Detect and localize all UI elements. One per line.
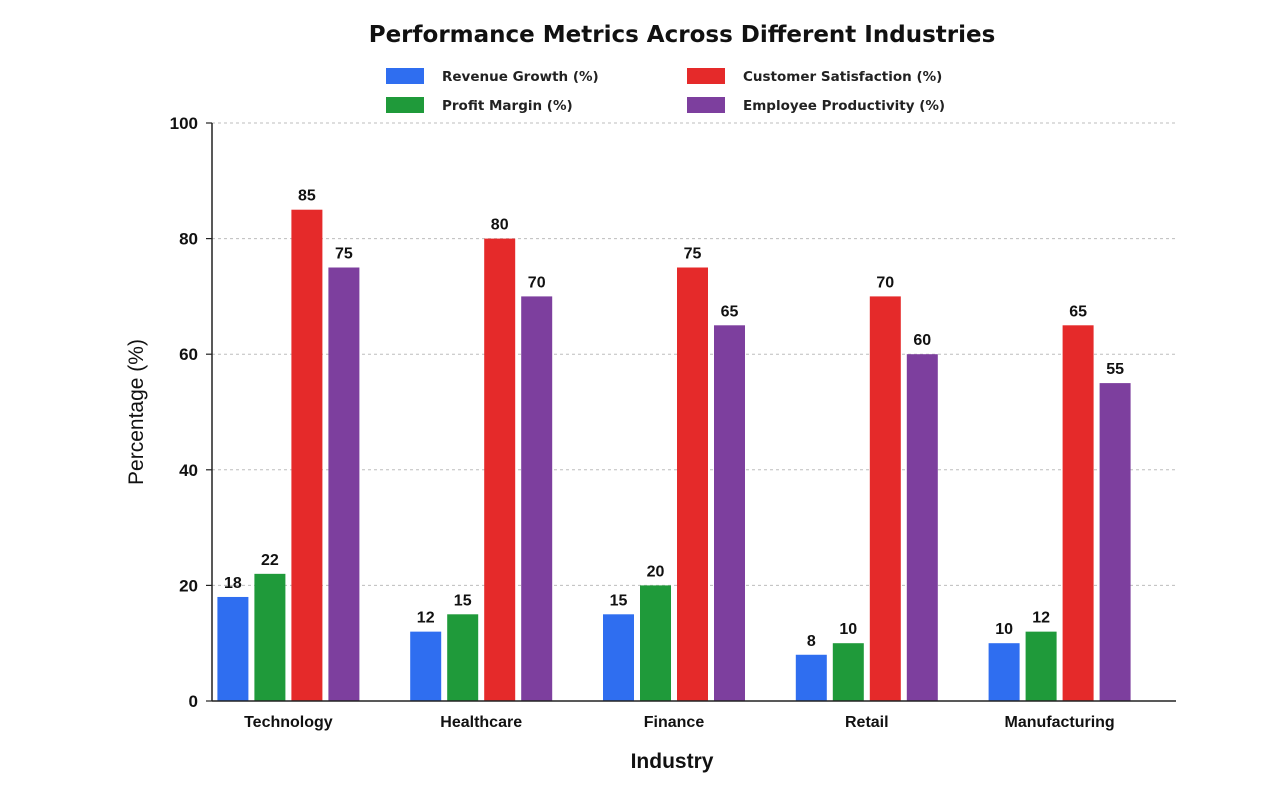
- data-label: 80: [491, 217, 509, 234]
- bar-profit-margin-technology: [254, 573, 286, 701]
- y-tick-label: 20: [179, 576, 198, 595]
- x-tick-label-technology: Technology: [244, 714, 333, 731]
- y-axis-ticks: 0 20 40 60 80 100: [170, 114, 212, 711]
- bar-profit-margin-finance: [640, 585, 671, 701]
- bar-revenue-growth-finance: [603, 614, 634, 701]
- data-label: 15: [610, 592, 628, 609]
- bar-customer-satisfaction-retail: [869, 296, 901, 701]
- bar-profit-margin-retail: [832, 643, 864, 701]
- legend-label: Profit Margin (%): [442, 98, 573, 114]
- legend-swatch: [386, 68, 424, 84]
- bar-customer-satisfaction-finance: [677, 267, 708, 701]
- y-tick-label: 0: [189, 692, 198, 711]
- data-label: 15: [454, 592, 472, 609]
- legend-item-revenue-growth: Revenue Growth (%): [386, 68, 599, 85]
- data-label: 85: [298, 188, 316, 205]
- data-label: 18: [224, 575, 242, 592]
- data-label: 12: [1032, 610, 1050, 627]
- legend-item-customer-satisfaction: Customer Satisfaction (%): [687, 68, 942, 85]
- bar-profit-margin-healthcare: [447, 614, 479, 701]
- legend-swatch: [386, 97, 424, 113]
- data-label: 22: [261, 552, 279, 569]
- data-label: 55: [1106, 361, 1124, 378]
- bar-profit-margin-manufacturing: [1025, 631, 1057, 701]
- x-tick-label-healthcare: Healthcare: [440, 714, 522, 731]
- legend: Revenue Growth (%) Profit Margin (%) Custo…: [386, 68, 945, 114]
- bar-employee-productivity-retail: [906, 354, 938, 701]
- bar-employee-productivity-healthcare: [521, 296, 553, 701]
- data-label: 75: [335, 246, 353, 263]
- data-label: 8: [807, 633, 816, 650]
- data-label: 65: [721, 303, 739, 320]
- legend-label: Employee Productivity (%): [743, 98, 945, 114]
- bar-revenue-growth-manufacturing: [988, 643, 1020, 701]
- x-tick-label-finance: Finance: [644, 714, 705, 731]
- legend-item-profit-margin: Profit Margin (%): [386, 97, 573, 114]
- bars: [217, 209, 1131, 701]
- y-tick-label: 60: [179, 345, 198, 364]
- legend-label: Revenue Growth (%): [442, 69, 599, 85]
- legend-label: Customer Satisfaction (%): [743, 69, 942, 85]
- y-tick-label: 100: [170, 114, 198, 133]
- x-tick-label-manufacturing: Manufacturing: [1004, 714, 1114, 731]
- bar-customer-satisfaction-technology: [291, 209, 323, 701]
- data-label: 70: [876, 274, 894, 291]
- x-axis-ticks: Technology Healthcare Finance Retail Manufac…: [244, 714, 1115, 731]
- bar-revenue-growth-technology: [217, 596, 249, 701]
- legend-swatch: [687, 97, 725, 113]
- bar-labels: 18 22 85 75 12 15 80 70 15 20 75 65 8 10 70 60 10 12 65 55: [224, 188, 1124, 650]
- data-label: 10: [839, 621, 857, 638]
- data-label: 12: [417, 610, 435, 627]
- data-label: 60: [913, 332, 931, 349]
- bar-customer-satisfaction-manufacturing: [1062, 325, 1094, 701]
- y-tick-label: 80: [179, 230, 198, 249]
- data-label: 70: [528, 274, 546, 291]
- bar-employee-productivity-finance: [714, 325, 745, 701]
- legend-swatch: [687, 68, 725, 84]
- x-tick-label-retail: Retail: [845, 714, 889, 731]
- legend-item-employee-productivity: Employee Productivity (%): [687, 97, 945, 114]
- data-label: 65: [1069, 303, 1087, 320]
- chart-title: Performance Metrics Across Different Ind…: [369, 22, 996, 48]
- y-tick-label: 40: [179, 461, 198, 480]
- data-label: 75: [684, 246, 702, 263]
- bar-employee-productivity-technology: [328, 267, 360, 701]
- y-axis-title: Percentage (%): [125, 339, 148, 485]
- bar-revenue-growth-healthcare: [410, 631, 442, 701]
- data-label: 20: [647, 563, 665, 580]
- x-axis-title: Industry: [631, 750, 714, 773]
- data-label: 10: [995, 621, 1013, 638]
- bar-customer-satisfaction-healthcare: [484, 238, 516, 701]
- bar-revenue-growth-retail: [795, 654, 827, 701]
- bar-employee-productivity-manufacturing: [1099, 383, 1131, 701]
